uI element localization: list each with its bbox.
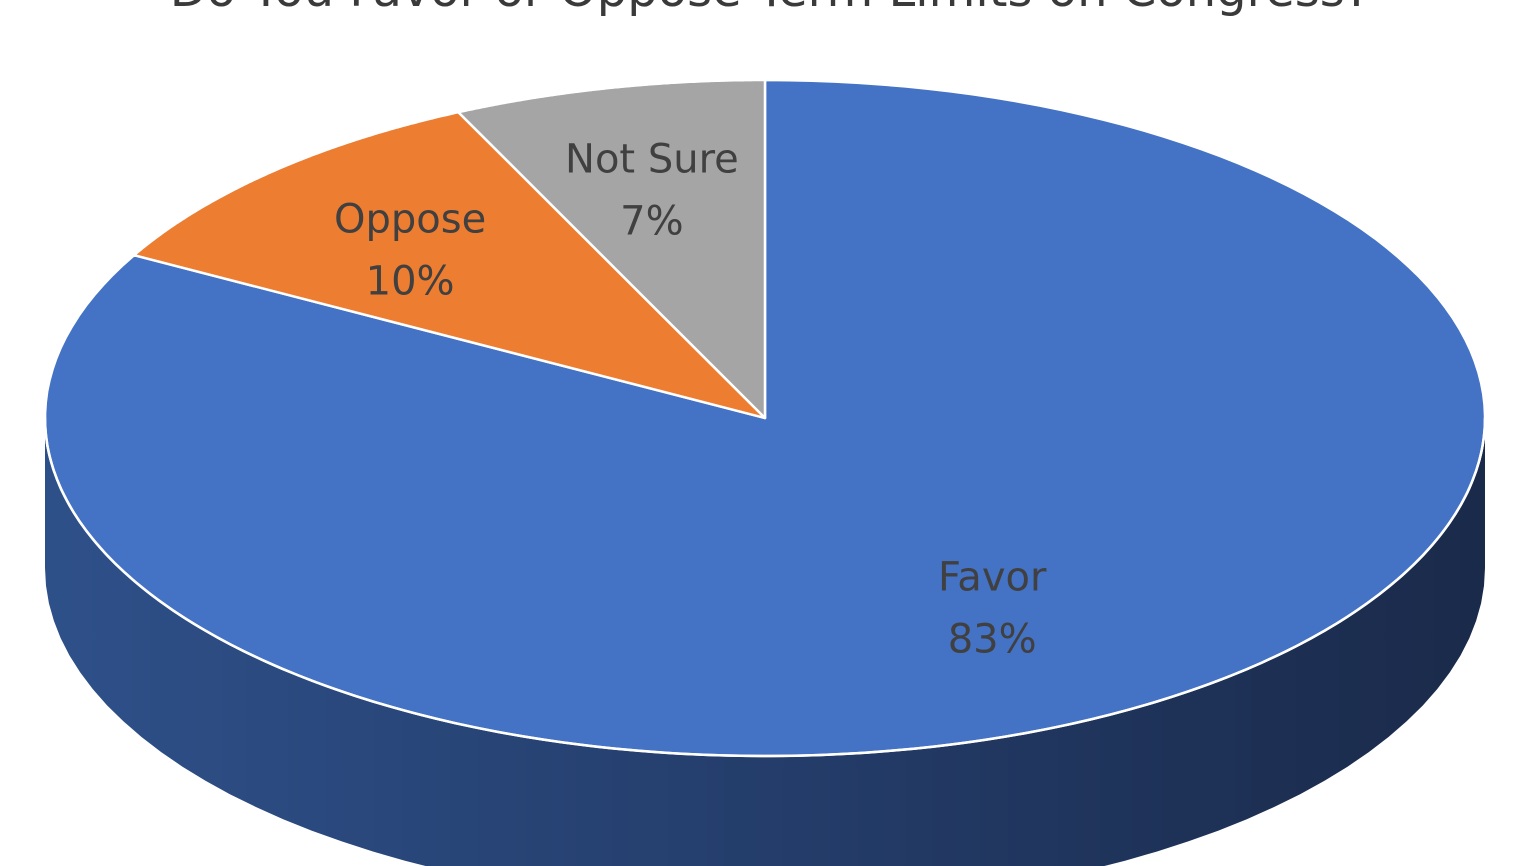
slice-value-label-favor: 83% [948,616,1037,662]
slice-category-label-oppose: Oppose [334,197,486,243]
pie-labels-layer: Favor 83% Oppose 10% Not Sure 7% [334,137,1047,663]
slice-value-label-not-sure: 7% [620,199,683,245]
pie-slice-oppose [132,110,767,420]
pie-top-layer [43,78,1487,758]
pie-slice-not-sure [457,78,767,420]
pie-side-layer [45,418,1485,866]
slice-category-label-not-sure: Not Sure [565,137,739,183]
pie-rim-edge [43,417,1487,758]
pie-side-favor [45,418,1485,866]
slice-category-label-favor: Favor [938,554,1047,600]
chart-title: Do You Favor or Oppose Term Limits on Co… [170,0,1371,18]
slice-value-label-oppose: 10% [366,259,455,305]
